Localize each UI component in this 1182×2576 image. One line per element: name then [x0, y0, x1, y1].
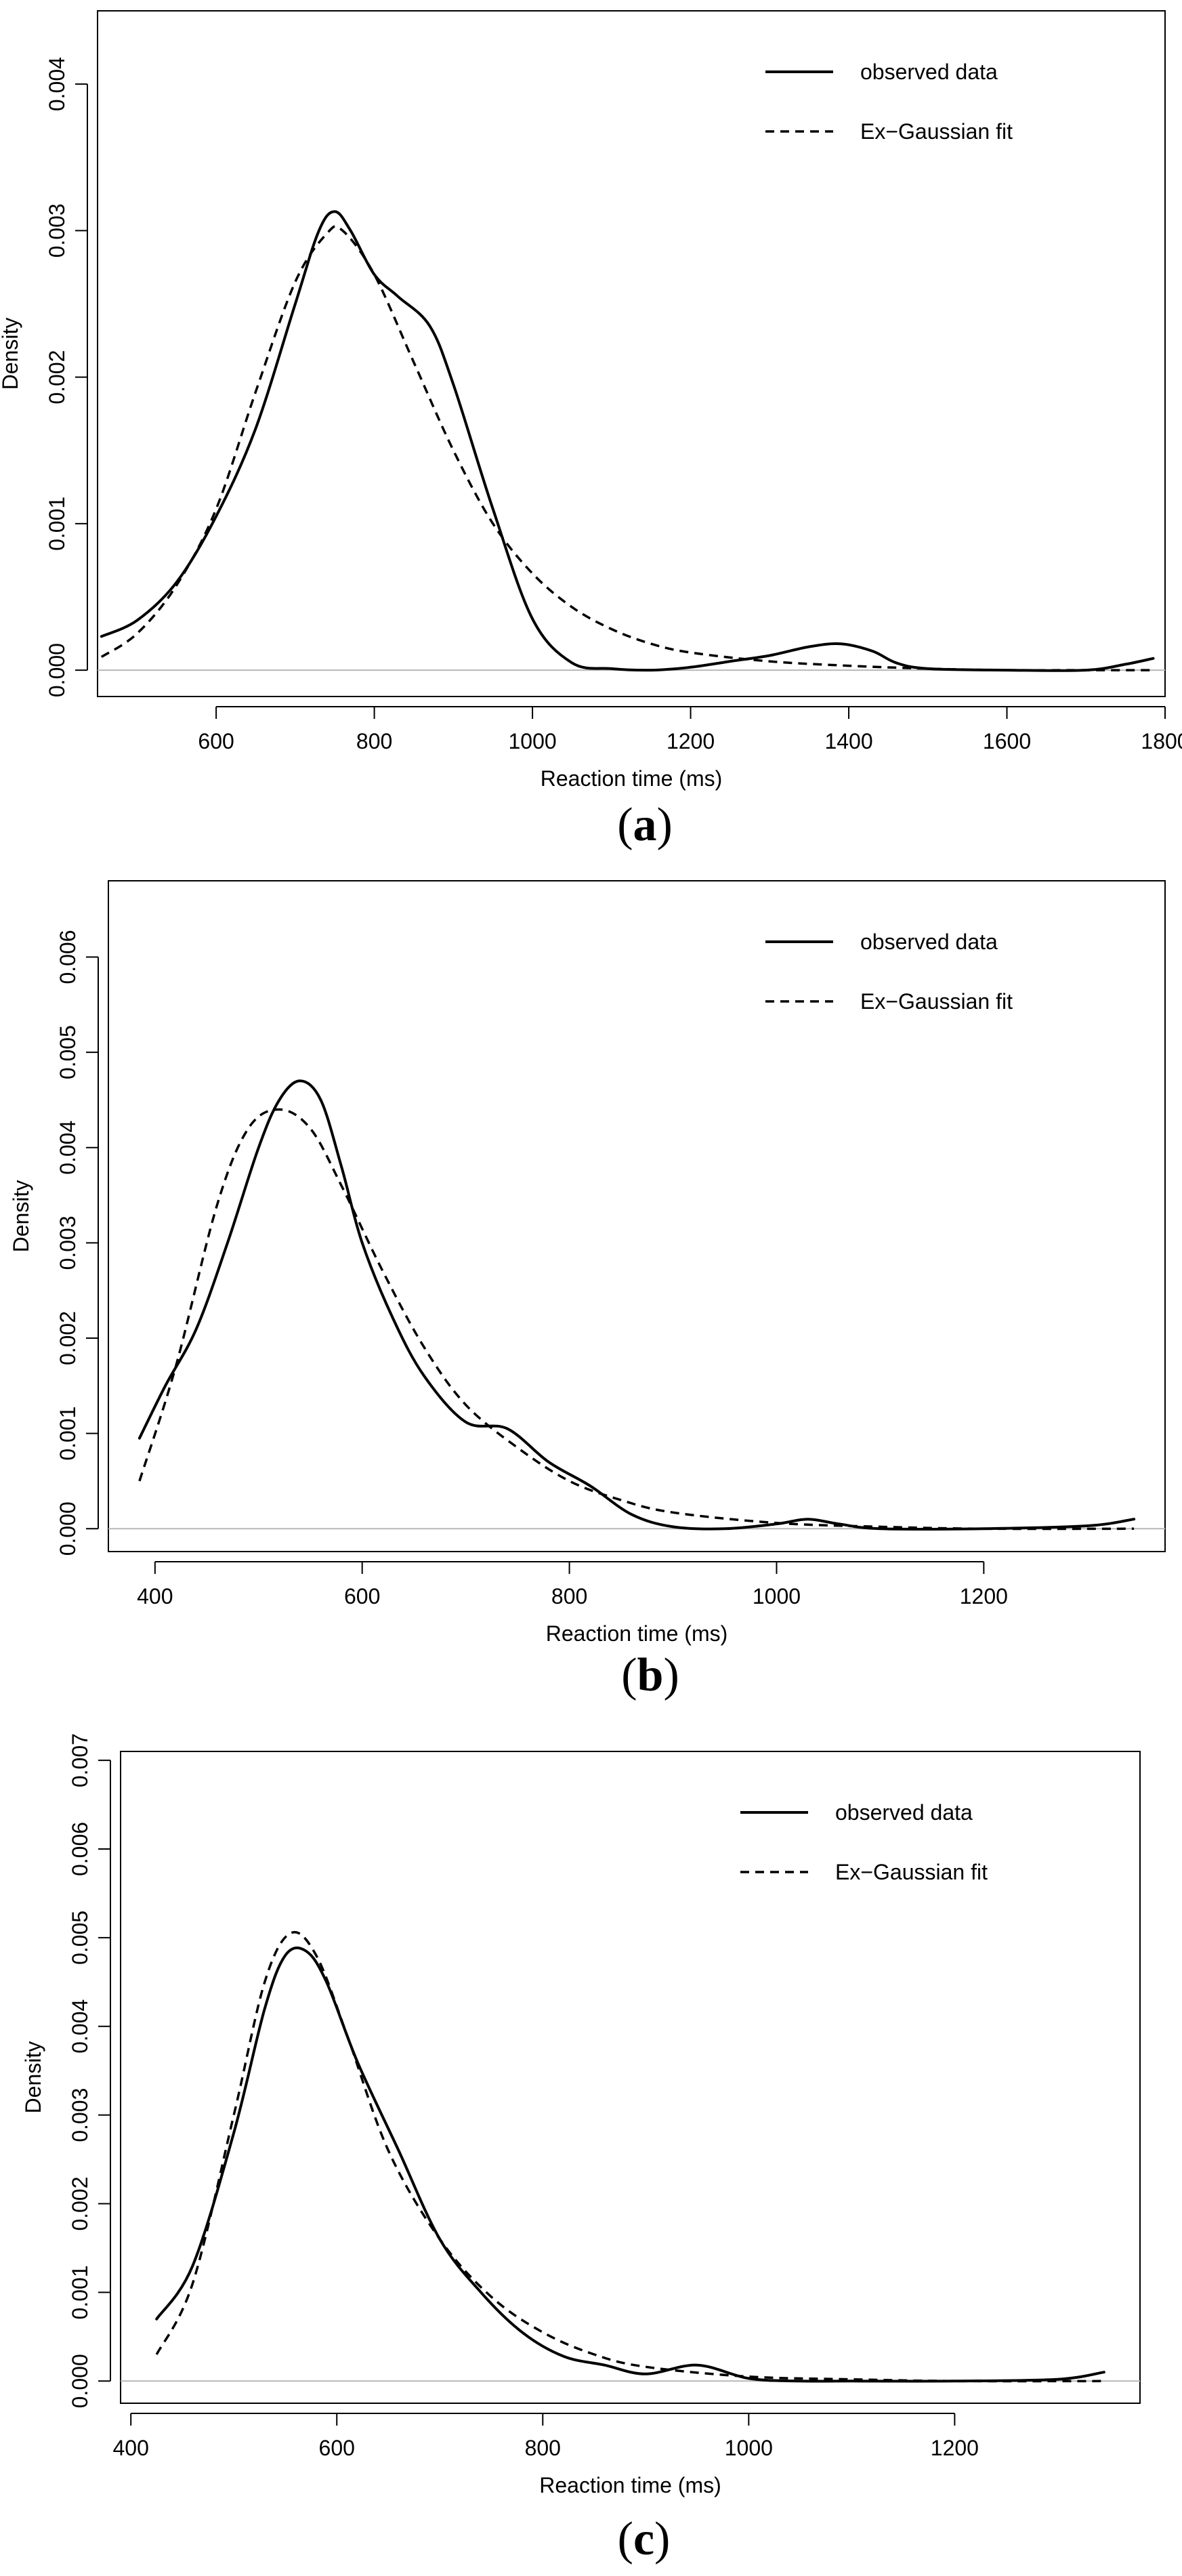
legend-entry: observed data [835, 1800, 973, 1825]
x-axis-title: Reaction time (ms) [541, 766, 723, 791]
y-tick-label: 0.004 [56, 1121, 80, 1175]
caption-open-paren: ( [617, 799, 633, 851]
x-tick-label: 1200 [931, 2436, 979, 2460]
y-tick-label: 0.002 [45, 350, 69, 404]
x-tick-label: 1400 [824, 729, 872, 753]
y-tick-label: 0.000 [45, 643, 69, 697]
caption-close-paren: ) [663, 1649, 679, 1701]
y-tick-label: 0.007 [68, 1733, 92, 1787]
y-tick-label: 0.003 [45, 203, 69, 257]
y-tick-label: 0.000 [56, 1501, 80, 1556]
observed-data-line [138, 1079, 1136, 1531]
x-tick-label: 600 [198, 729, 234, 753]
y-tick-label: 0.004 [45, 57, 69, 111]
legend-entry: observed data [860, 930, 998, 954]
caption-letter: b [637, 1649, 664, 1701]
y-axis-title: Density [21, 2041, 45, 2114]
y-tick-label: 0.004 [68, 1999, 92, 2054]
plot-frame [120, 1751, 1141, 2404]
y-tick-label: 0.002 [68, 2176, 92, 2230]
x-tick-label: 1000 [753, 1584, 801, 1608]
x-tick-label: 800 [551, 1584, 587, 1608]
x-tick-label: 600 [344, 1584, 380, 1608]
y-tick-label: 0.003 [56, 1216, 80, 1270]
panel-caption: (a) [617, 799, 673, 851]
legend-entry: Ex−Gaussian fit [835, 1860, 988, 1884]
x-tick-label: 1600 [983, 729, 1031, 753]
x-tick-label: 1000 [508, 729, 556, 753]
y-tick-label: 0.006 [68, 1822, 92, 1876]
caption-close-paren: ) [654, 2513, 670, 2565]
x-tick-label: 800 [525, 2436, 561, 2460]
y-tick-label: 0.003 [68, 2088, 92, 2142]
caption-close-paren: ) [657, 799, 673, 851]
y-tick-label: 0.006 [56, 930, 80, 984]
legend: observed data Ex−Gaussian fit [765, 930, 1013, 1014]
y-axis-title: Density [0, 318, 22, 390]
panel-caption: (c) [618, 2513, 671, 2565]
legend: observed data Ex−Gaussian fit [765, 60, 1013, 144]
x-tick-label: 1200 [960, 1584, 1008, 1608]
x-axis-title: Reaction time (ms) [546, 1621, 728, 1646]
legend-entry: Ex−Gaussian fit [860, 119, 1013, 144]
x-tick-label: 1200 [667, 729, 715, 753]
legend-entry: observed data [860, 60, 998, 84]
legend: observed data Ex−Gaussian fit [740, 1800, 988, 1884]
ex-gaussian-fit-line [100, 225, 1154, 671]
chart-panel-b: 400 600 800 1000 1200 0.000 0.001 0.002 0.003 0.0… [9, 880, 1166, 1701]
ex-gaussian-fit-line [155, 1931, 1104, 2383]
legend-entry: Ex−Gaussian fit [860, 989, 1013, 1014]
observed-data-line [155, 1946, 1105, 2383]
panel-caption: (b) [621, 1649, 679, 1701]
observed-data-line [100, 210, 1155, 672]
plot-frame [108, 880, 1166, 1552]
y-axis-title: Density [9, 1180, 33, 1253]
x-tick-label: 1000 [725, 2436, 773, 2460]
plot-frame [97, 10, 1166, 697]
y-tick-label: 0.005 [56, 1025, 80, 1079]
x-tick-label: 400 [113, 2436, 149, 2460]
x-axis-title: Reaction time (ms) [539, 2473, 721, 2497]
y-tick-label: 0.001 [45, 497, 69, 551]
caption-letter: c [633, 2513, 654, 2565]
caption-letter: a [633, 799, 657, 851]
caption-open-paren: ( [618, 2513, 633, 2565]
y-tick-label: 0.002 [56, 1311, 80, 1365]
x-tick-label: 400 [137, 1584, 173, 1608]
x-tick-label: 600 [319, 2436, 355, 2460]
caption-open-paren: ( [621, 1649, 637, 1701]
y-tick-label: 0.001 [56, 1407, 80, 1461]
y-tick-label: 0.005 [68, 1911, 92, 1965]
x-tick-label: 800 [356, 729, 392, 753]
chart-panel-c: 400 600 800 1000 1200 0.000 0.001 0.002 0.003 0.0… [21, 1733, 1141, 2565]
y-tick-label: 0.001 [68, 2265, 92, 2319]
y-tick-label: 0.000 [68, 2354, 92, 2408]
ex-gaussian-fit-line [138, 1108, 1135, 1531]
